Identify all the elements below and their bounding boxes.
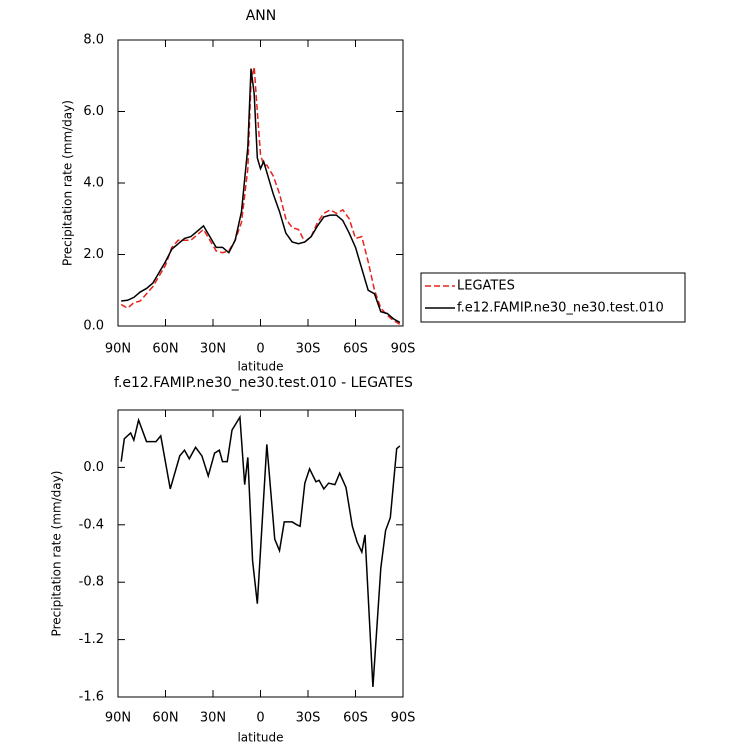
x-tick-label: 60S [343, 711, 368, 726]
x-tick-label: 30N [200, 711, 226, 726]
y-tick-label: -0.4 [79, 517, 104, 532]
plot-frame [117, 39, 404, 327]
x-axis-label: latitude [237, 360, 283, 374]
x-tick-label: 60N [152, 342, 178, 357]
y-tick-label: 2.0 [83, 247, 104, 262]
x-tick-label: 0 [256, 711, 264, 726]
legend-label: LEGATES [457, 279, 515, 294]
y-tick-label: 6.0 [83, 104, 104, 119]
y-tick-label: -1.6 [79, 690, 104, 705]
x-tick-label: 90N [105, 711, 131, 726]
y-tick-label: -0.8 [79, 575, 104, 590]
x-tick-label: 90N [105, 342, 131, 357]
x-tick-label: 0 [256, 342, 264, 357]
y-tick-label: 8.0 [83, 33, 104, 48]
x-tick-label: 90S [391, 342, 416, 357]
data-line [120, 66, 401, 325]
legend-box [420, 272, 686, 323]
y-axis-label: Precipitation rate (mm/day) [50, 471, 64, 637]
x-tick-label: 60S [343, 342, 368, 357]
chart-title: ANN [246, 8, 277, 24]
y-tick-label: -1.2 [79, 632, 104, 647]
x-tick-label: 30S [296, 711, 321, 726]
y-tick-label: 0.0 [83, 319, 104, 334]
y-tick-label: 4.0 [83, 176, 104, 191]
legend-label: f.e12.FAMIP.ne30_ne30.test.010 [457, 301, 664, 316]
data-line [120, 414, 401, 688]
x-axis-label: latitude [237, 731, 283, 745]
y-tick-label: 0.0 [83, 460, 104, 475]
x-tick-label: 30N [200, 342, 226, 357]
x-tick-label: 30S [296, 342, 321, 357]
x-tick-label: 60N [152, 711, 178, 726]
data-line [121, 68, 401, 324]
y-axis-label: Precipitation rate (mm/day) [61, 100, 75, 266]
x-tick-label: 90S [391, 711, 416, 726]
chart-title: f.e12.FAMIP.ne30_ne30.test.010 - LEGATES [114, 375, 413, 391]
